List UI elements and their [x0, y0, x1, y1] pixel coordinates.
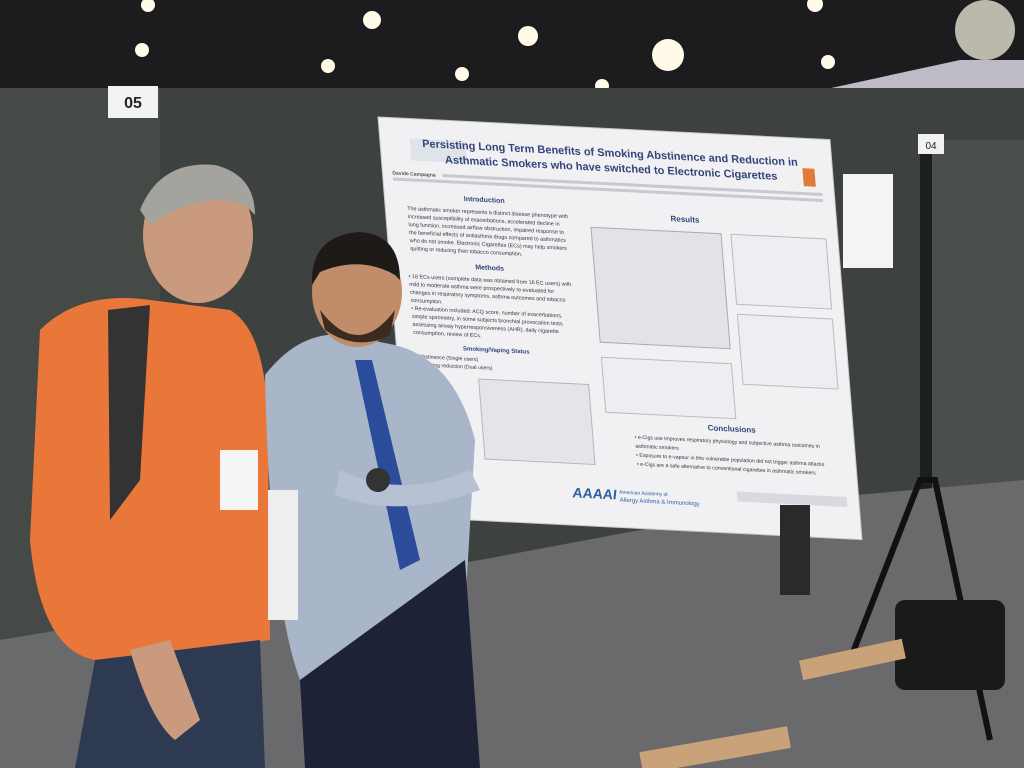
university-logo	[409, 138, 468, 164]
panel-post	[920, 140, 932, 520]
section-heading: Introduction	[464, 196, 505, 205]
man-right	[265, 232, 480, 768]
section-heading: Smoking/Vaping Status	[463, 346, 531, 355]
booth-card	[108, 86, 158, 118]
paper-sheet	[843, 174, 893, 268]
abstract-marker	[802, 168, 816, 187]
poster-text-line: Abstinence (Single users)	[419, 354, 479, 363]
legs	[780, 505, 810, 595]
abstract-box	[748, 145, 824, 162]
author-line	[392, 177, 824, 203]
status-text: Abstinence (Single users)Smoking reducti…	[419, 354, 493, 372]
booth-card	[918, 134, 944, 154]
results-chart	[600, 356, 737, 420]
results-chart	[730, 233, 833, 310]
organization: American Academy of	[619, 490, 669, 498]
results-chart	[736, 313, 839, 390]
acknowledgement	[736, 491, 848, 508]
logo: AAAAI	[571, 484, 619, 502]
status-table	[478, 378, 596, 466]
section-heading: Results	[670, 214, 700, 224]
poster-text-line: Smoking reduction (Dual users)	[420, 362, 493, 372]
poster-text-line: quitting or reducing their tobacco consu…	[410, 246, 523, 258]
section-heading: Conclusions	[707, 423, 756, 434]
bag	[895, 600, 1005, 690]
poster-text-line: consumption, review of ECs.	[413, 330, 482, 339]
poster: Persisting Long Term Benefits of Smoking…	[377, 116, 863, 541]
section-heading: Methods	[475, 264, 504, 272]
panel	[930, 140, 1024, 500]
author-line	[442, 174, 823, 197]
poster-tube	[639, 726, 791, 768]
booth-number: 04	[925, 141, 937, 152]
ceiling-lights	[135, 0, 1015, 102]
poster-text-line: asthmatic smokers	[635, 444, 679, 452]
poster-text-line: consumption.	[410, 298, 443, 306]
booth-number: 05	[124, 95, 142, 112]
poster-tube	[799, 638, 906, 681]
organization: Allergy Asthma & Immunology	[620, 498, 700, 508]
man-left	[30, 164, 270, 768]
results-table	[590, 226, 731, 350]
first-author: Davide Campagna	[392, 171, 436, 179]
intro-text: The asthmatic smoker represents a distin…	[407, 206, 568, 258]
